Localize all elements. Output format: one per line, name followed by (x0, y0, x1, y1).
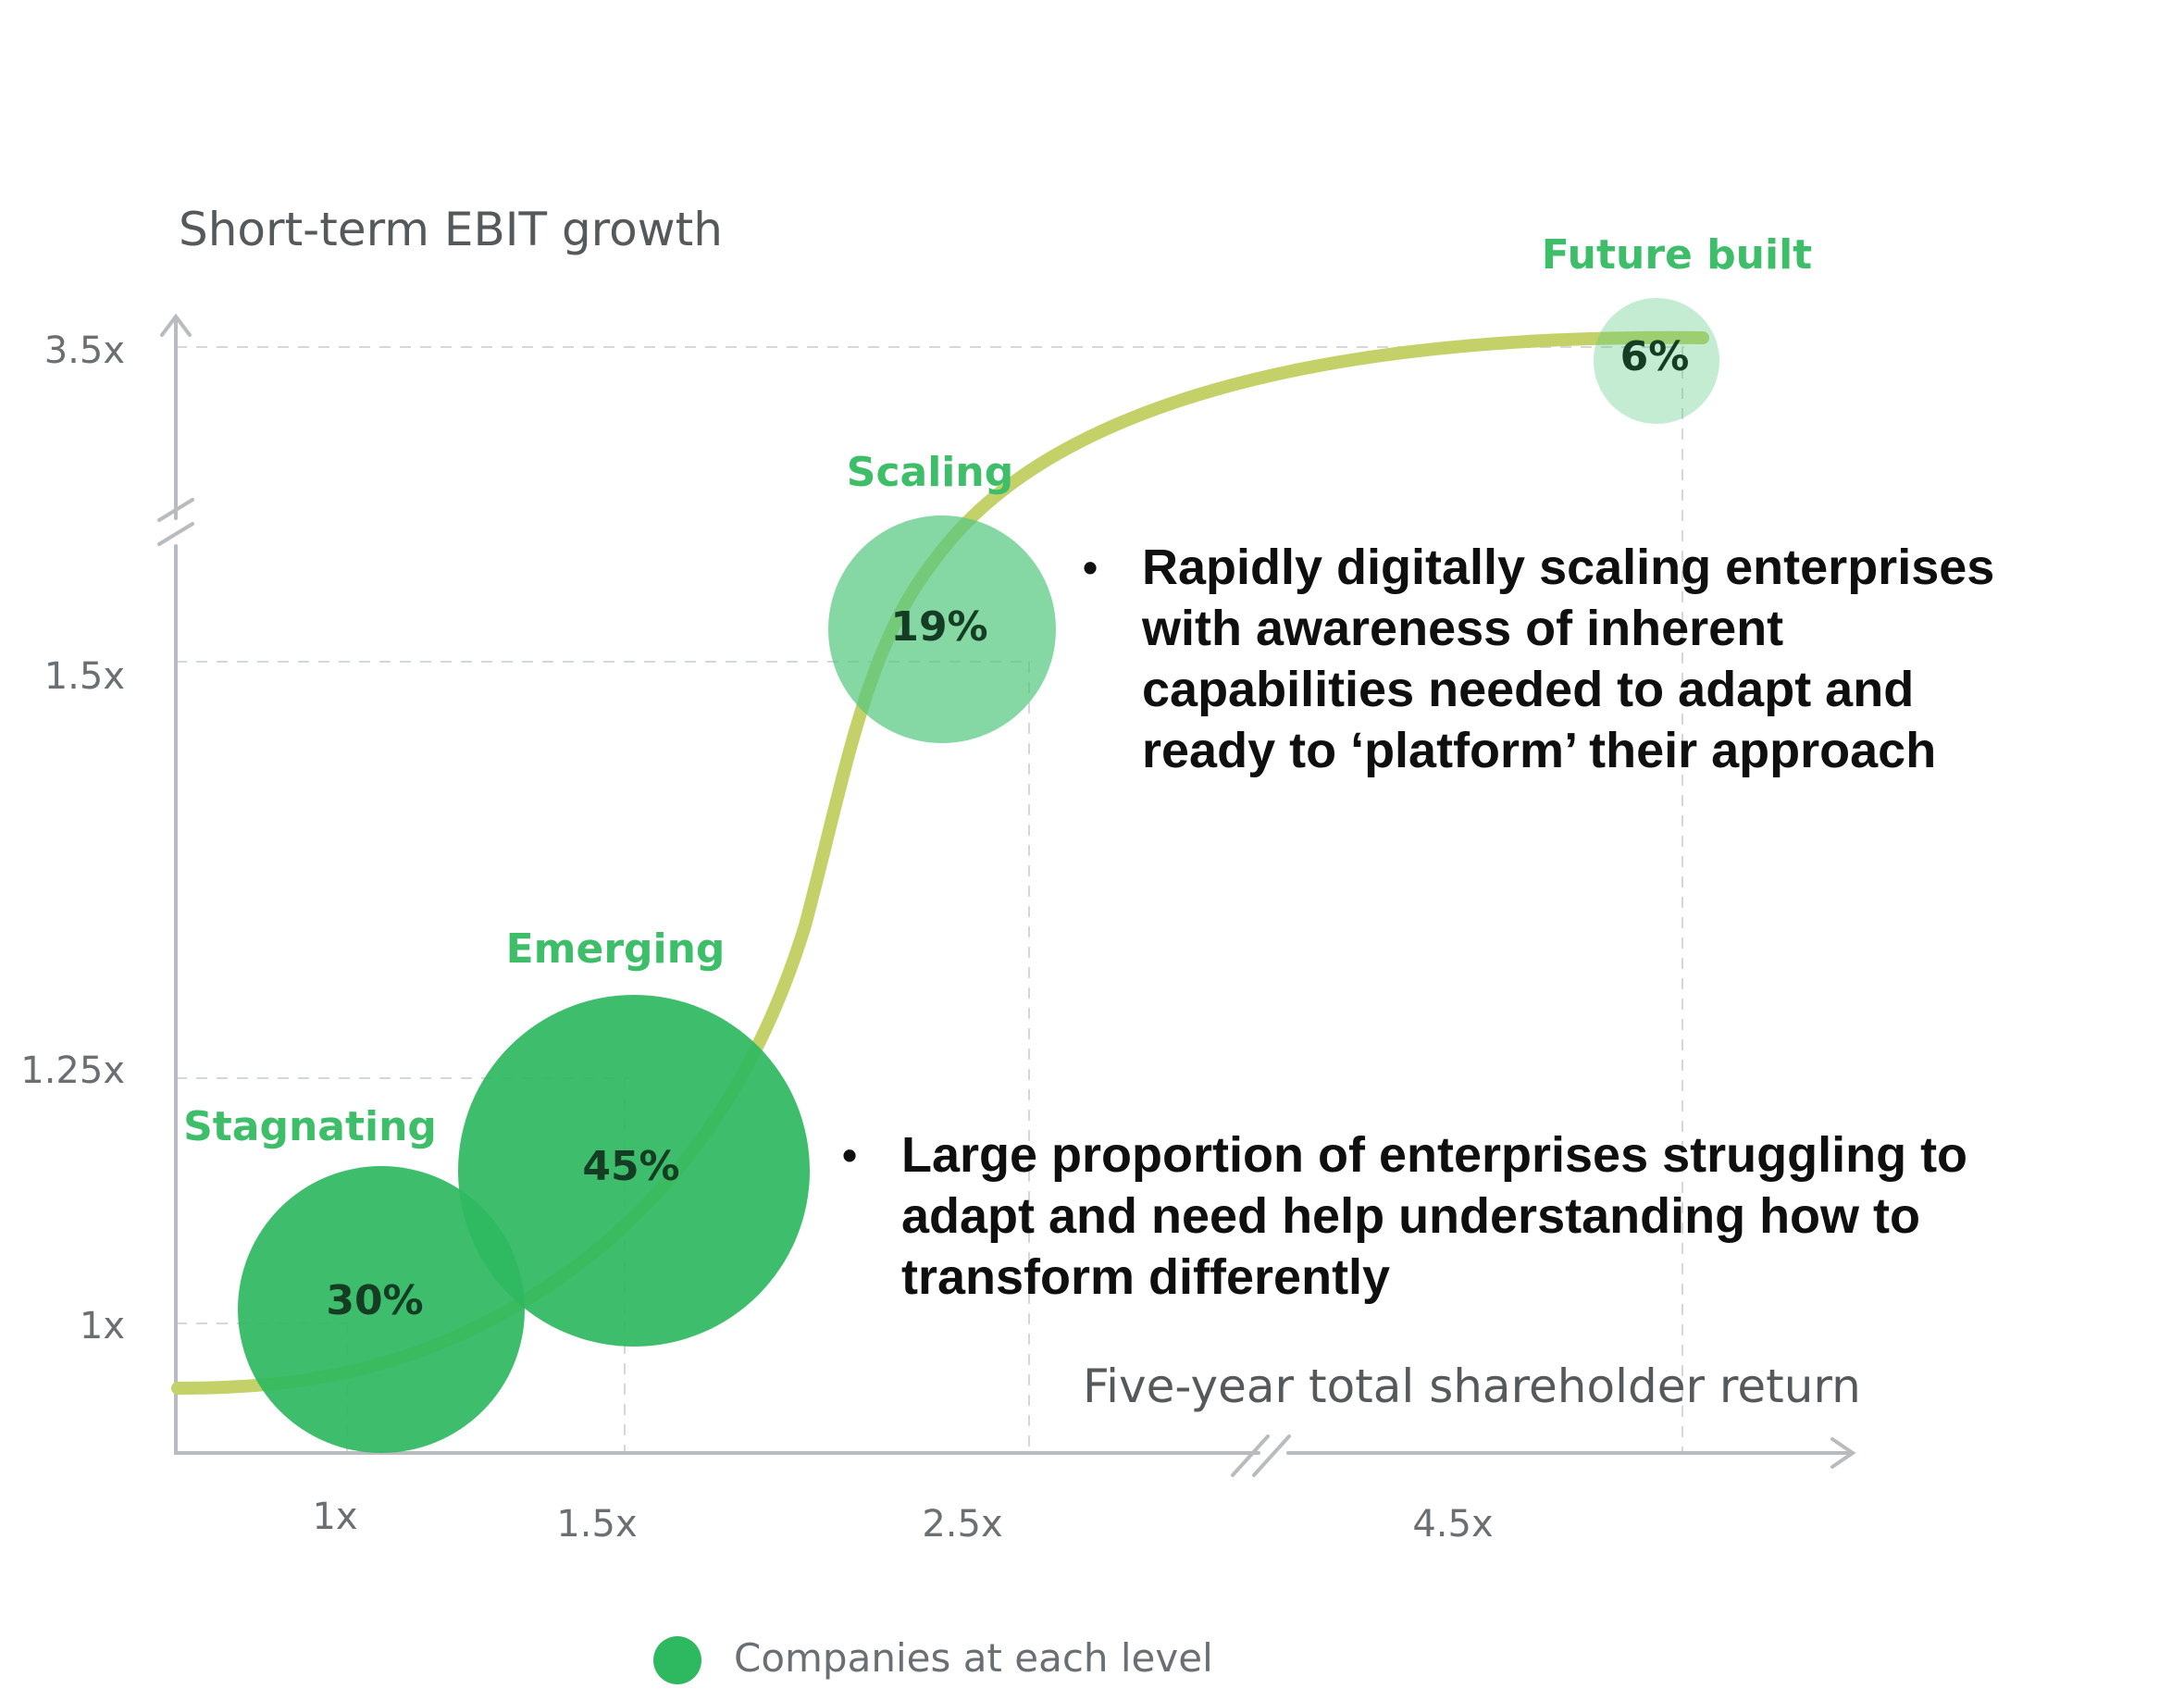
x-tick-1x: 1x (312, 1496, 357, 1538)
bubble-value-future-built: 6% (1620, 333, 1690, 380)
bubbles: Stagnating 30% Emerging 45% Scaling 19% Future… (183, 231, 1812, 1453)
stage-label-future-built: Future built (1542, 231, 1812, 279)
bubble-value-scaling: 19% (890, 603, 987, 651)
bubble-value-stagnating: 30% (326, 1277, 423, 1324)
annotation-emerging: Large proportion of enterprises struggli… (842, 1124, 2082, 1308)
y-axis-title: Short-term EBIT growth (179, 203, 723, 256)
y-tick-1.5x: 1.5x (44, 655, 125, 698)
y-tick-3.5x: 3.5x (44, 329, 125, 372)
annotation-scaling: Rapidly digitally scaling enterprises wi… (1083, 537, 2027, 781)
bubble-future-built (1594, 298, 1719, 424)
x-axis-break-2 (1252, 1434, 1291, 1477)
bubble-stagnating (238, 1166, 525, 1453)
y-axis-arrowhead (160, 313, 192, 337)
stage-label-scaling: Scaling (847, 449, 1013, 496)
annotation-scaling-text: Rapidly digitally scaling enterprises wi… (1083, 537, 2027, 781)
y-axis-break-1 (157, 498, 194, 522)
x-tick-4.5x: 4.5x (1412, 1503, 1493, 1546)
x-tick-2.5x: 2.5x (922, 1503, 1002, 1546)
bubble-value-emerging: 45% (582, 1143, 679, 1190)
axes (157, 313, 1856, 1477)
y-tick-1.25x: 1.25x (20, 1049, 125, 1092)
legend-label: Companies at each level (734, 1635, 1213, 1681)
x-axis-arrowhead (1830, 1437, 1856, 1469)
x-tick-1.5x: 1.5x (556, 1503, 637, 1546)
x-axis-break-1 (1231, 1434, 1270, 1477)
legend-swatch (653, 1636, 701, 1684)
annotation-emerging-text: Large proportion of enterprises struggli… (842, 1124, 2082, 1308)
y-axis-lower (174, 544, 1260, 1455)
y-axis-break-2 (157, 522, 194, 546)
stage-label-emerging: Emerging (506, 925, 726, 973)
bubble-emerging (458, 995, 810, 1347)
bubble-scaling (828, 515, 1056, 743)
x-axis-title: Five-year total shareholder return (1083, 1360, 1861, 1413)
stage-label-stagnating: Stagnating (183, 1103, 437, 1150)
y-tick-1x: 1x (80, 1305, 125, 1347)
